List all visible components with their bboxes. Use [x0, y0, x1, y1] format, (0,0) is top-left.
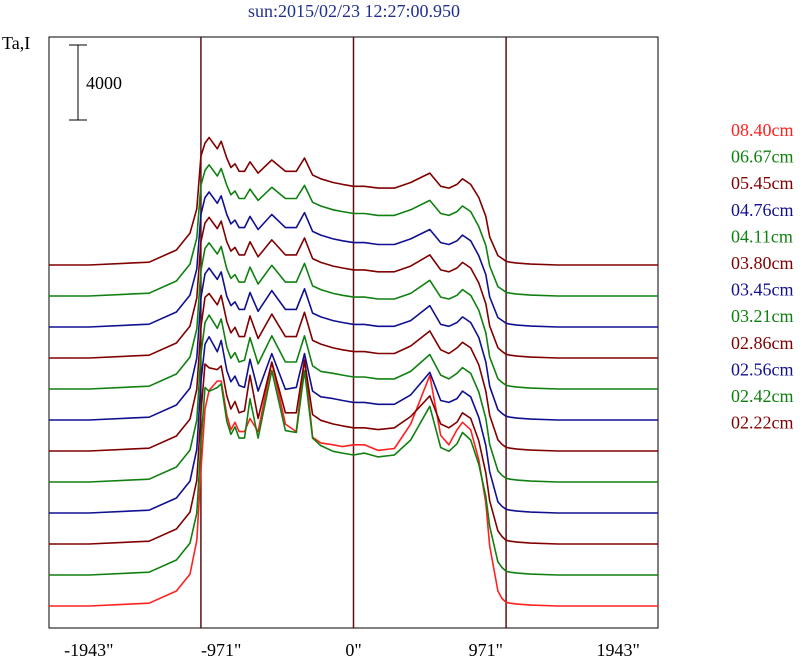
legend-entry-3: 04.76cm: [731, 200, 794, 220]
scale-bar: 4000: [69, 44, 122, 121]
x-tick-label-3: 971": [469, 640, 503, 660]
x-tick-label-2: 0": [345, 640, 361, 660]
x-tick-label-1: -971": [201, 640, 241, 660]
reference-lines: [200, 37, 507, 628]
legend-entry-2: 05.45cm: [731, 173, 794, 193]
series-line-11: [49, 136, 658, 266]
series-line-3: [49, 336, 658, 514]
series-line-4: [49, 314, 658, 483]
x-tick-label-0: -1943": [64, 640, 113, 660]
legend-entry-9: 02.56cm: [731, 359, 794, 379]
legend-entry-4: 04.11cm: [731, 226, 793, 246]
chart-title: sun:2015/02/23 12:27:00.950: [248, 1, 460, 21]
legend-entry-1: 06.67cm: [731, 147, 794, 167]
y-axis-label: Ta,I: [2, 33, 30, 53]
legend-entry-10: 02.42cm: [731, 386, 794, 406]
legend-entry-0: 08.40cm: [731, 120, 794, 140]
legend-entry-8: 02.86cm: [731, 333, 794, 353]
series-line-9: [49, 191, 658, 328]
legend-entry-7: 03.21cm: [731, 306, 794, 326]
scale-bar-label: 4000: [86, 73, 122, 93]
series-line-7: [49, 242, 658, 390]
series-line-1: [49, 369, 658, 576]
series-line-8: [49, 216, 658, 359]
series-line-5: [49, 292, 658, 452]
series-group: [49, 136, 658, 607]
legend-entry-11: 02.22cm: [731, 413, 794, 433]
series-line-2: [49, 359, 658, 545]
legend: 08.40cm 06.67cm 05.45cm 04.76cm 04.11cm 03.80…: [731, 120, 794, 433]
series-line-6: [49, 267, 658, 421]
legend-entry-6: 03.45cm: [731, 280, 794, 300]
x-tick-label-4: 1943": [597, 640, 640, 660]
x-tick-labels: -1943" -971" 0" 971" 1943": [64, 640, 640, 660]
legend-entry-5: 03.80cm: [731, 253, 794, 273]
series-line-10: [49, 164, 658, 297]
